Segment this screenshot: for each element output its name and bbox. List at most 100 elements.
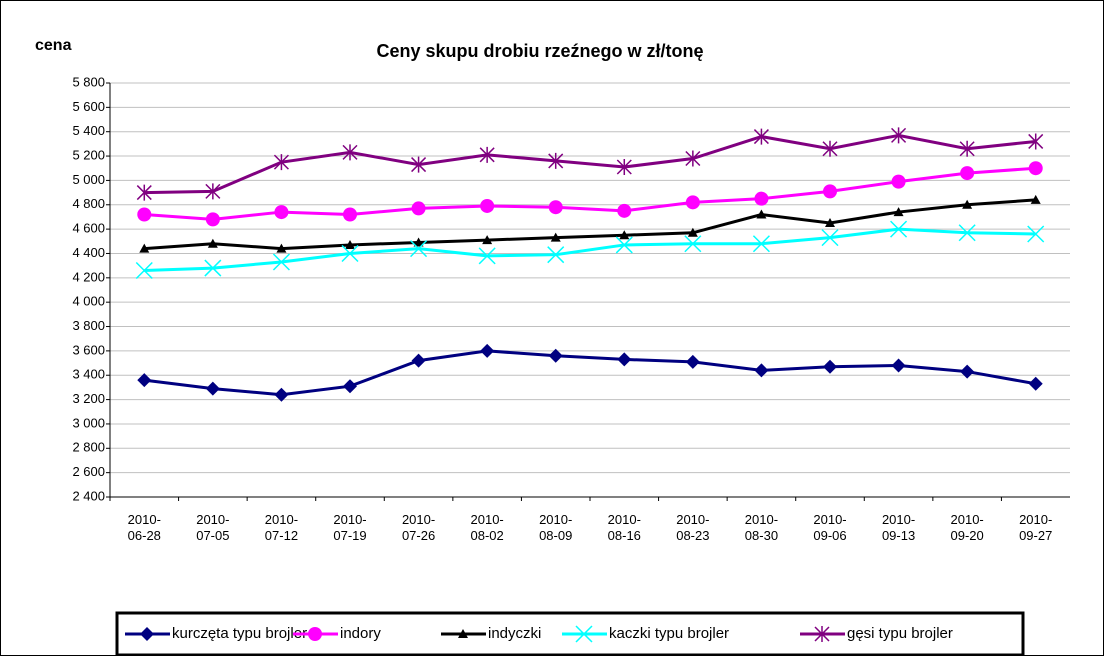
marker-shape bbox=[274, 387, 289, 402]
marker bbox=[959, 140, 975, 157]
series-line bbox=[144, 166, 1036, 221]
marker-shape bbox=[960, 166, 975, 181]
marker-shape bbox=[308, 627, 322, 641]
marker-shape bbox=[1030, 194, 1041, 204]
y-tick-label: 2 400 bbox=[72, 488, 105, 503]
marker bbox=[1028, 133, 1044, 150]
marker bbox=[1028, 161, 1043, 176]
marker-shape bbox=[480, 198, 495, 213]
marker bbox=[615, 236, 633, 254]
marker-shape bbox=[575, 625, 593, 643]
marker bbox=[274, 387, 289, 402]
marker bbox=[342, 144, 358, 161]
y-tick-label: 3 200 bbox=[72, 391, 105, 406]
marker bbox=[482, 235, 493, 245]
marker-shape bbox=[960, 364, 975, 379]
y-tick-label: 4 600 bbox=[72, 221, 105, 236]
marker bbox=[822, 140, 838, 157]
marker-shape bbox=[617, 203, 632, 218]
y-tick-label: 2 600 bbox=[72, 464, 105, 479]
marker bbox=[458, 629, 468, 638]
marker bbox=[137, 207, 152, 222]
y-tick-label: 4 400 bbox=[72, 245, 105, 260]
marker-shape bbox=[342, 144, 358, 161]
marker-shape bbox=[548, 348, 563, 363]
marker-shape bbox=[411, 201, 426, 216]
marker-shape bbox=[958, 224, 976, 242]
y-tick-label: 3 800 bbox=[72, 318, 105, 333]
marker-shape bbox=[205, 183, 221, 200]
x-tick-label: 2010-09-13 bbox=[881, 512, 916, 543]
marker-shape bbox=[137, 373, 152, 388]
marker-shape bbox=[1028, 161, 1043, 176]
marker bbox=[1028, 376, 1043, 391]
marker-shape bbox=[754, 191, 769, 206]
marker-shape bbox=[547, 246, 565, 264]
x-tick-label: 2010-09-06 bbox=[813, 512, 847, 543]
x-tick-label: 2010-07-19 bbox=[333, 512, 367, 543]
marker bbox=[411, 353, 426, 368]
marker-shape bbox=[890, 220, 908, 238]
marker-shape bbox=[411, 353, 426, 368]
marker-shape bbox=[891, 127, 907, 144]
marker bbox=[548, 152, 564, 169]
marker bbox=[205, 212, 220, 227]
marker bbox=[960, 166, 975, 181]
y-tick-label: 5 600 bbox=[72, 99, 105, 114]
marker bbox=[205, 381, 220, 396]
marker bbox=[478, 247, 496, 265]
x-tick-label: 2010-08-23 bbox=[676, 512, 710, 543]
marker bbox=[135, 261, 153, 280]
marker-shape bbox=[891, 174, 906, 189]
marker bbox=[756, 209, 767, 219]
legend-label: gęsi typu brojler bbox=[847, 625, 953, 642]
marker-shape bbox=[205, 212, 220, 227]
marker-shape bbox=[411, 156, 427, 173]
marker-shape bbox=[893, 207, 904, 217]
marker-shape bbox=[685, 195, 700, 210]
marker-shape bbox=[479, 146, 495, 163]
marker bbox=[137, 373, 152, 388]
marker bbox=[960, 364, 975, 379]
marker-shape bbox=[685, 354, 700, 369]
y-tick-label: 5 200 bbox=[72, 147, 105, 162]
marker bbox=[411, 201, 426, 216]
marker bbox=[1030, 194, 1041, 204]
marker bbox=[823, 359, 837, 374]
marker bbox=[958, 224, 976, 242]
marker-shape bbox=[343, 207, 357, 222]
marker bbox=[274, 205, 289, 220]
x-tick-label: 2010-08-02 bbox=[470, 512, 504, 543]
marker bbox=[548, 200, 563, 215]
marker bbox=[139, 243, 150, 253]
marker bbox=[684, 235, 702, 253]
marker-shape bbox=[825, 218, 835, 228]
y-tick-label: 3 400 bbox=[72, 367, 105, 382]
marker-shape bbox=[962, 199, 973, 209]
marker-shape bbox=[140, 627, 154, 641]
marker-shape bbox=[276, 243, 287, 253]
marker bbox=[411, 156, 427, 173]
marker-shape bbox=[615, 236, 633, 254]
y-tick-label: 4 200 bbox=[72, 269, 105, 284]
marker bbox=[685, 195, 700, 210]
marker bbox=[410, 240, 428, 258]
marker-shape bbox=[821, 229, 839, 247]
legend-label: indyczki bbox=[488, 625, 541, 642]
marker-shape bbox=[814, 626, 830, 642]
marker bbox=[890, 220, 908, 238]
series-line bbox=[144, 349, 1036, 397]
marker-shape bbox=[343, 379, 357, 394]
marker-shape bbox=[548, 152, 564, 169]
marker bbox=[891, 174, 906, 189]
marker-shape bbox=[204, 259, 222, 277]
marker bbox=[548, 348, 563, 363]
series-line bbox=[144, 133, 1036, 195]
marker-shape bbox=[1027, 225, 1045, 243]
marker bbox=[619, 230, 630, 240]
y-tick-label: 4 800 bbox=[72, 196, 105, 211]
marker bbox=[893, 207, 904, 217]
marker-shape bbox=[550, 232, 561, 242]
marker-shape bbox=[482, 235, 493, 245]
